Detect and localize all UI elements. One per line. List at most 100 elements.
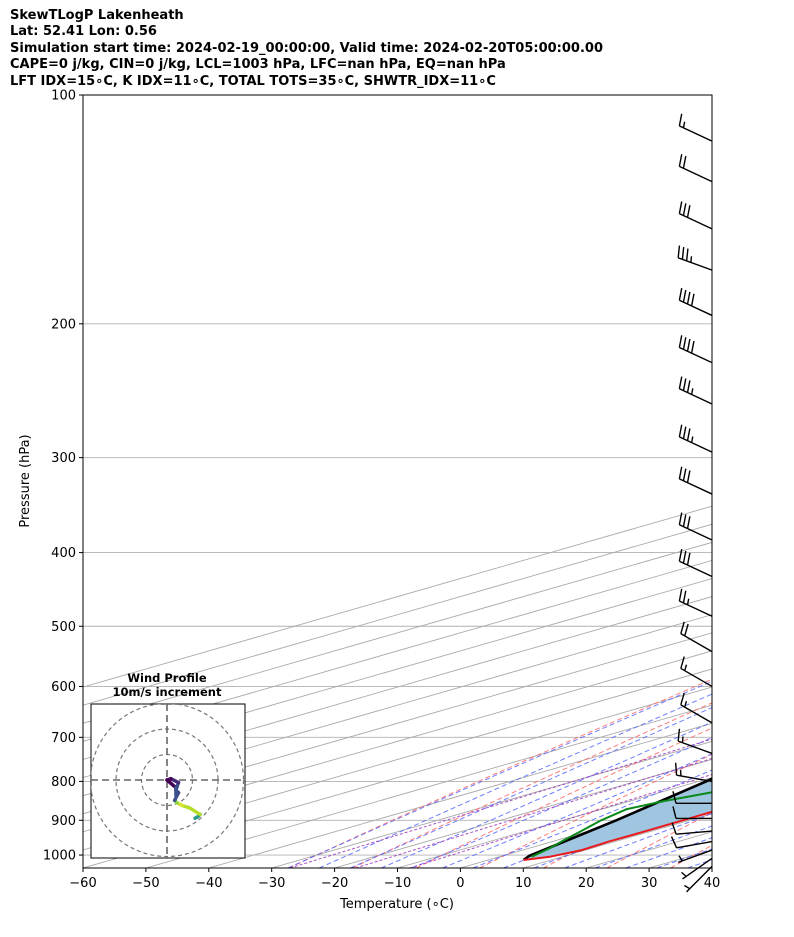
isotherm-line bbox=[648, 849, 712, 868]
wind-barb bbox=[684, 865, 713, 893]
isotherm-line bbox=[460, 795, 712, 868]
wind-barb-staff bbox=[676, 840, 713, 849]
x-tick-label: 0 bbox=[456, 876, 464, 891]
dry-adiabat-line bbox=[479, 753, 712, 868]
isotherm-line bbox=[83, 686, 712, 868]
x-tick-label: 10 bbox=[515, 876, 532, 891]
wind-barb-flag bbox=[686, 552, 691, 566]
dewpoint-line bbox=[531, 791, 712, 858]
wind-barb bbox=[678, 466, 713, 495]
isotherm-line bbox=[586, 831, 712, 868]
dry-adiabat-line bbox=[352, 702, 712, 868]
wind-barb bbox=[680, 656, 713, 688]
wind-barb-staff bbox=[679, 436, 713, 453]
index-line: LFT IDX=15∘C, K IDX=11∘C, TOTAL TOTS=35∘… bbox=[10, 73, 496, 89]
x-tick-label: −20 bbox=[321, 876, 348, 891]
wind-barb-flag bbox=[678, 287, 683, 301]
wind-barb-staff bbox=[680, 633, 713, 653]
wind-barb bbox=[677, 728, 713, 755]
wind-barb-flag bbox=[678, 512, 683, 525]
wind-barb-flag bbox=[678, 335, 683, 348]
wind-barb-flag bbox=[672, 791, 677, 804]
temperature-line bbox=[523, 810, 712, 861]
hodograph-trace bbox=[165, 778, 178, 790]
parcel-profile-line bbox=[522, 777, 712, 862]
wind-barb-flag bbox=[686, 516, 691, 529]
wind-barb bbox=[678, 201, 713, 230]
wind-barb-flag bbox=[682, 514, 687, 527]
moist-adiabat-line bbox=[656, 848, 712, 868]
wind-barb-flag bbox=[678, 588, 683, 602]
wind-barb-flag bbox=[690, 293, 695, 307]
x-tick-label: −50 bbox=[132, 876, 159, 891]
x-tick-label: −40 bbox=[195, 876, 222, 891]
wind-barb-flag bbox=[682, 550, 687, 564]
y-tick-label: 1000 bbox=[43, 849, 76, 864]
wind-barb-staff bbox=[679, 165, 713, 183]
isotherm-line bbox=[397, 777, 712, 868]
y-tick-label: 700 bbox=[51, 731, 76, 746]
wind-barb-flag bbox=[682, 337, 687, 350]
wind-barb-flag bbox=[682, 426, 687, 439]
x-tick-label: 20 bbox=[578, 876, 595, 891]
y-tick-label: 600 bbox=[51, 680, 76, 695]
wind-barb-staff bbox=[679, 524, 713, 541]
isotherm-line bbox=[83, 632, 712, 815]
wind-barb-flag bbox=[686, 205, 691, 218]
wind-barb-staff bbox=[679, 478, 713, 495]
wind-barb-flag bbox=[678, 154, 683, 167]
wind-barb-staff bbox=[676, 830, 713, 835]
wind-barb bbox=[678, 335, 713, 364]
wind-barb-half-flag bbox=[678, 855, 683, 862]
wind-barb bbox=[672, 806, 712, 820]
wind-barb bbox=[677, 245, 713, 271]
isotherm-line bbox=[83, 668, 712, 851]
wind-barb bbox=[678, 113, 713, 142]
wind-barb-flag bbox=[686, 380, 691, 393]
wind-barb-flag bbox=[677, 728, 681, 742]
wind-barb-staff bbox=[676, 774, 713, 783]
wind-barb-flag bbox=[680, 692, 685, 706]
hodograph-ring bbox=[91, 704, 245, 858]
dry-adiabat-line bbox=[415, 727, 712, 868]
wind-barb-flag bbox=[684, 623, 689, 637]
wind-barb-flag bbox=[678, 113, 683, 127]
wind-barb-staff bbox=[677, 740, 713, 755]
chart-header: SkewTLogP Lakenheath Lat: 52.41 Lon: 0.5… bbox=[10, 8, 603, 90]
wind-barb-half-flag bbox=[684, 664, 688, 671]
moist-adiabat-line bbox=[350, 707, 712, 868]
wind-barb-flag bbox=[680, 621, 685, 634]
y-tick-label: 500 bbox=[51, 620, 76, 635]
wind-barb-flag bbox=[682, 156, 687, 169]
wind-barb-flag bbox=[678, 376, 683, 389]
wind-barb-staff bbox=[679, 600, 713, 617]
y-tick-label: 900 bbox=[51, 814, 76, 829]
wind-barb-staff bbox=[679, 346, 713, 364]
isotherm-line bbox=[208, 722, 712, 868]
wind-barb-flag bbox=[678, 201, 683, 214]
wind-barb-flag bbox=[682, 468, 687, 481]
wind-barb-staff bbox=[680, 704, 713, 724]
wind-barb-flag bbox=[681, 247, 685, 260]
x-tick-label: 30 bbox=[641, 876, 658, 891]
wind-barb-flag bbox=[690, 340, 695, 354]
wind-barb bbox=[678, 154, 713, 183]
parcel-shading bbox=[523, 778, 712, 860]
wind-barb-half-flag bbox=[682, 121, 686, 128]
isotherm-line bbox=[83, 614, 712, 797]
isotherm-line bbox=[145, 704, 712, 868]
isotherm-line bbox=[83, 650, 712, 833]
wind-barb-flag bbox=[678, 424, 683, 438]
wind-barb bbox=[678, 512, 713, 541]
isotherm-line bbox=[334, 758, 712, 868]
wind-barb-flag bbox=[682, 378, 687, 391]
wind-barb bbox=[678, 287, 713, 317]
moist-adiabat-line bbox=[503, 785, 712, 868]
wind-barb-flag bbox=[678, 548, 683, 562]
wind-barb-staff bbox=[679, 212, 713, 230]
y-tick-label: 300 bbox=[51, 451, 76, 466]
moist-adiabat-line bbox=[533, 799, 712, 868]
wind-barb-half-flag bbox=[684, 700, 688, 708]
cape-line: CAPE=0 j/kg, CIN=0 j/kg, LCL=1003 hPa, L… bbox=[10, 57, 506, 73]
